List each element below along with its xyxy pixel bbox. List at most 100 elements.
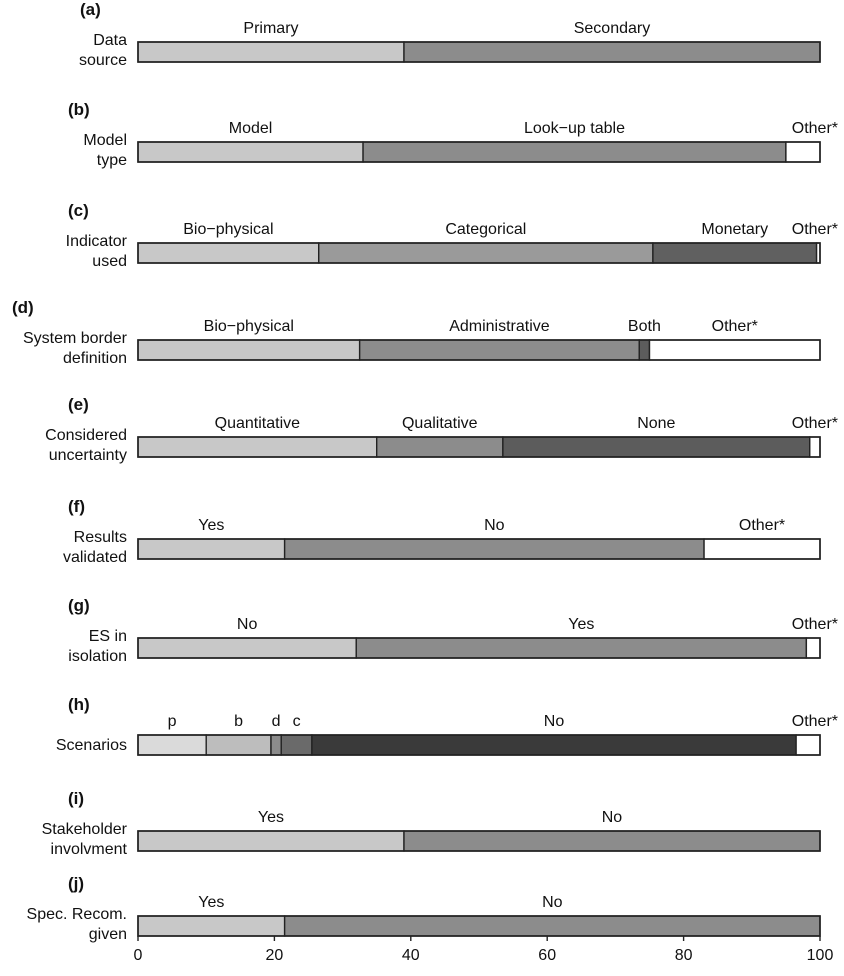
row-label: Spec. Recom. — [27, 906, 127, 923]
bar-segment — [205, 734, 272, 756]
x-tick-label: 80 — [675, 947, 693, 964]
row-label: Scenarios — [56, 737, 127, 754]
segment-label: No — [237, 616, 258, 633]
segment-label: Administrative — [449, 318, 550, 335]
row-label: ES in — [89, 628, 127, 645]
segment-label: None — [637, 415, 675, 432]
bar-segment — [652, 242, 818, 264]
segment-label: Quantitative — [215, 415, 300, 432]
bar-segment — [137, 830, 405, 852]
x-tick-label: 40 — [402, 947, 420, 964]
bar-frame — [137, 339, 821, 361]
bar-segment — [703, 538, 821, 560]
panel-letter: (h) — [68, 695, 90, 714]
bar-segment — [311, 734, 797, 756]
row-label: uncertainty — [49, 447, 127, 464]
bar-segment — [502, 436, 811, 458]
row-label: definition — [63, 350, 127, 367]
row-label: source — [79, 52, 127, 69]
row-label: isolation — [68, 648, 127, 665]
bar-frame — [137, 637, 821, 659]
bar-segment — [648, 339, 821, 361]
segment-label: Other* — [739, 517, 785, 534]
row-label: Indicator — [66, 233, 128, 250]
segment-label: No — [542, 894, 563, 911]
segment-label: No — [484, 517, 505, 534]
segment-label: Other* — [792, 713, 838, 730]
segment-label: Secondary — [574, 20, 651, 37]
segment-label: Other* — [712, 318, 758, 335]
segment-label: b — [234, 713, 243, 730]
bar-segment — [376, 436, 504, 458]
bar-segment — [283, 915, 821, 937]
bar-frame — [137, 41, 821, 63]
bar-segment — [638, 339, 651, 361]
segment-label: Model — [229, 120, 273, 137]
bar-frame — [137, 538, 821, 560]
bar-frame — [137, 141, 821, 163]
segment-label: Other* — [792, 415, 838, 432]
row-label: Model — [83, 132, 127, 149]
segment-label: Monetary — [701, 221, 768, 238]
row-label: validated — [63, 549, 127, 566]
bar-segment — [137, 242, 320, 264]
segment-label: Yes — [568, 616, 594, 633]
panel-letter: (g) — [68, 596, 90, 615]
bar-segment — [283, 538, 705, 560]
segment-label: Other* — [792, 616, 838, 633]
bar-frame — [137, 436, 821, 458]
bar-segment — [137, 41, 405, 63]
row-label: used — [92, 253, 127, 270]
bar-segment — [403, 41, 821, 63]
segment-label: Yes — [198, 517, 224, 534]
bar-frame — [137, 915, 821, 937]
panel-letter: (a) — [80, 0, 101, 19]
bar-segment — [809, 436, 821, 458]
segment-label: Bio−physical — [204, 318, 294, 335]
bar-segment — [403, 830, 821, 852]
segment-label: d — [272, 713, 281, 730]
segment-label: Other* — [792, 120, 838, 137]
panel-letter: (e) — [68, 395, 89, 414]
segment-label: Primary — [243, 20, 298, 37]
row-label: Results — [74, 529, 127, 546]
panel-letter: (j) — [68, 874, 84, 893]
row-label: Data — [93, 32, 127, 49]
panel-letter: (f) — [68, 497, 85, 516]
bar-segment — [785, 141, 821, 163]
row-label: type — [97, 152, 127, 169]
segment-label: p — [168, 713, 177, 730]
segment-label: No — [544, 713, 565, 730]
bar-segment — [358, 339, 640, 361]
bar-frame — [137, 734, 821, 756]
panel-letter: (c) — [68, 201, 89, 220]
panel-letter: (b) — [68, 100, 90, 119]
bar-segment — [137, 538, 286, 560]
segment-label: Other* — [792, 221, 838, 238]
segment-label: c — [293, 713, 301, 730]
row-label: Stakeholder — [42, 821, 128, 838]
bar-segment — [362, 141, 787, 163]
bar-segment — [805, 637, 821, 659]
segment-label: Yes — [198, 894, 224, 911]
segment-label: No — [602, 809, 623, 826]
bar-frame — [137, 830, 821, 852]
bar-segment — [137, 141, 364, 163]
row-label: System border — [23, 330, 128, 347]
x-tick-label: 20 — [266, 947, 284, 964]
panel-letter: (i) — [68, 789, 84, 808]
bar-segment — [137, 734, 207, 756]
x-tick-label: 100 — [807, 947, 834, 964]
x-tick-label: 60 — [538, 947, 556, 964]
segment-label: Both — [628, 318, 661, 335]
bar-segment — [137, 915, 286, 937]
segment-label: Bio−physical — [183, 221, 273, 238]
panel-letter: (d) — [12, 298, 34, 317]
bar-segment — [270, 734, 282, 756]
bar-segment — [137, 339, 361, 361]
segment-label: Qualitative — [402, 415, 478, 432]
x-tick-label: 0 — [134, 947, 143, 964]
bar-segment — [355, 637, 808, 659]
bar-segment — [137, 637, 357, 659]
bar-segment — [318, 242, 654, 264]
